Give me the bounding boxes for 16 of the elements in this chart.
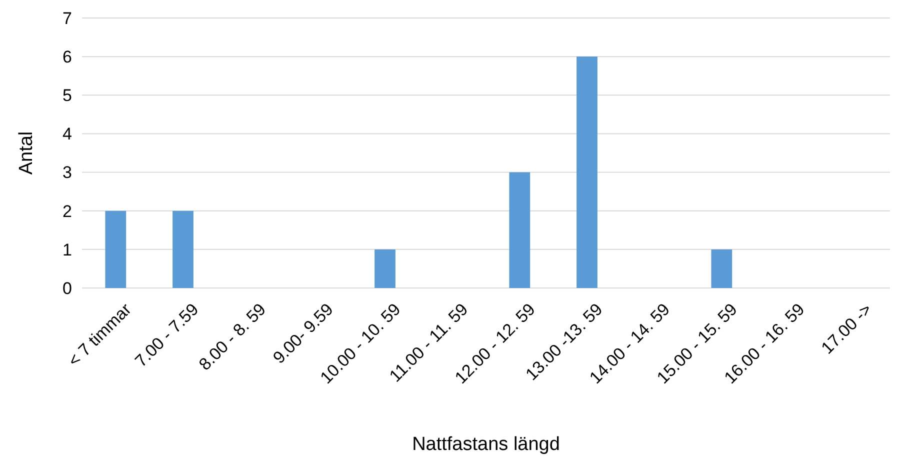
y-tick-label: 3: [62, 163, 72, 182]
y-tick-label: 2: [62, 202, 72, 221]
bar: [172, 210, 194, 288]
y-tick-label: 6: [62, 48, 72, 67]
y-tick-label: 1: [62, 240, 72, 260]
bar: [576, 56, 598, 288]
y-axis-title: Antal: [16, 131, 37, 175]
y-tick-label: 5: [62, 86, 72, 106]
bar: [509, 172, 530, 288]
y-tick-label: 7: [62, 8, 72, 28]
y-tick-label: 0: [62, 278, 72, 298]
bar: [105, 210, 126, 288]
x-axis-title: Nattfastans längd: [412, 434, 560, 455]
y-tick-label: 4: [62, 124, 72, 144]
bar: [374, 249, 396, 288]
bar: [711, 249, 732, 288]
